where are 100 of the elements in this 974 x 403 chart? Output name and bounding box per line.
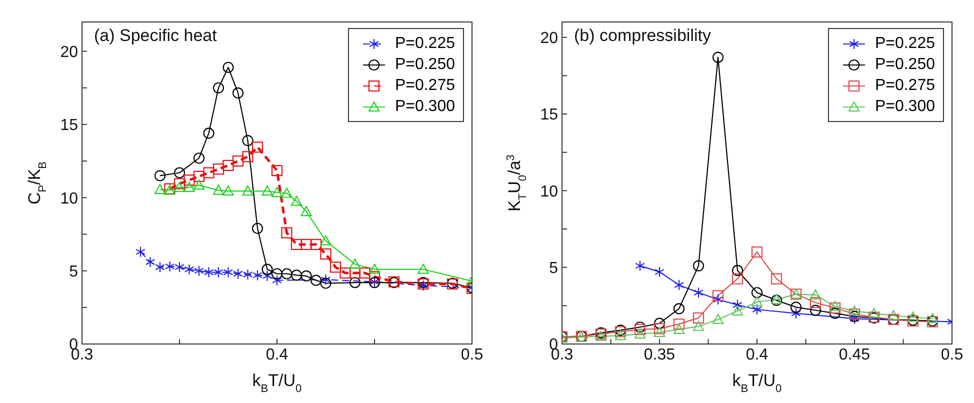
point [712,290,724,302]
point [751,287,763,298]
chart-title: (b) compressibility [574,26,711,45]
legend-label: P=0.225 [394,34,455,54]
point [310,274,322,286]
point [271,186,283,198]
point [193,152,205,164]
point [222,62,234,73]
legend-label: P=0.250 [394,55,455,75]
point [635,260,645,272]
point [145,256,156,268]
legend-label: P=0.225 [874,34,935,54]
point [174,262,184,273]
point [829,302,841,314]
point [155,262,165,273]
point [154,170,166,182]
point [848,305,860,316]
point [349,258,361,269]
point [654,326,666,338]
point [174,182,186,192]
legend-label: P=0.250 [874,55,935,75]
point [614,330,626,340]
x-tick-label: 0.4 [266,346,288,364]
point [204,266,214,278]
point [184,182,195,192]
point [810,289,822,300]
point [713,294,723,306]
legend-label: P=0.275 [874,76,935,96]
point [654,323,666,334]
legend-label: P=0.300 [874,97,935,117]
y-tick-label: 10 [540,183,558,200]
y-tick-label: 20 [60,44,78,61]
point [290,270,302,281]
point [368,264,380,274]
point [310,238,322,250]
point [281,227,292,238]
point [290,196,302,206]
y-tick-label: 10 [60,190,78,208]
point [252,142,264,153]
point [595,330,607,341]
point [694,287,704,298]
point [751,296,763,306]
point [184,264,194,275]
point [262,186,273,196]
point [232,87,244,99]
point [634,328,646,339]
point [673,324,685,334]
point [242,268,253,280]
point [732,273,744,284]
point [194,265,204,276]
point [330,262,342,273]
point [692,320,704,331]
point [368,271,380,282]
point [770,273,782,284]
point [712,52,724,63]
point [203,128,214,139]
point [829,308,841,319]
y-tick-label: 20 [540,30,558,48]
point [300,206,312,216]
point [359,267,370,279]
point [272,274,282,286]
point [692,260,704,272]
x-tick-label: 0.5 [460,346,484,364]
point [868,308,880,318]
point [212,164,224,175]
x-tick-label: 0.35 [644,346,676,364]
point [233,268,243,280]
point [232,155,244,167]
x-tick-label: 0.5 [940,346,964,364]
point [673,303,685,314]
point [732,305,744,316]
x-axis-title: k$_{B}$T/U$_{0}$ [732,371,782,395]
point [252,270,262,281]
point [712,314,724,324]
x-axis-title: k$_{B}$T/U$_{0}$ [252,371,302,395]
point [242,186,254,196]
point [320,248,332,260]
y-tick-label: 5 [549,260,558,278]
point [320,274,331,286]
point [791,308,801,319]
point [300,238,312,250]
point [418,264,429,274]
point [673,318,685,330]
point [926,313,938,324]
point [262,270,272,282]
point [692,312,704,324]
point [732,299,742,310]
point [888,310,900,320]
point [810,297,822,308]
point [810,304,822,316]
point [262,264,273,275]
point [223,266,234,278]
point [136,246,146,258]
point [212,82,224,94]
point [340,267,351,279]
point [212,184,224,195]
point [281,188,292,198]
point [751,246,763,258]
point [222,186,234,196]
legend-label: P=0.275 [394,76,455,96]
